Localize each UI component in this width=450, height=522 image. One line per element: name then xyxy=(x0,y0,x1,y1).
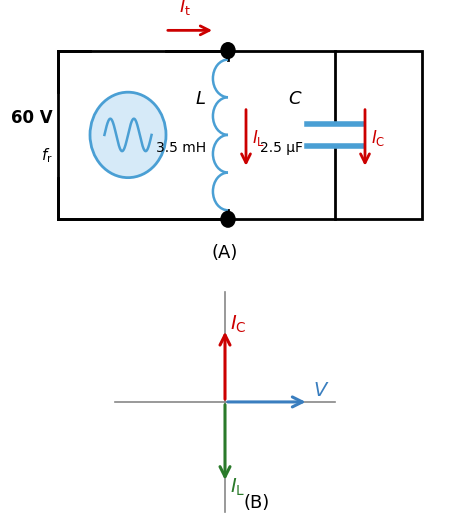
Text: 60 V: 60 V xyxy=(11,109,53,127)
Text: $L$: $L$ xyxy=(195,90,206,108)
Text: $f_\mathrm{r}$: $f_\mathrm{r}$ xyxy=(41,146,53,164)
Text: 3.5 mH: 3.5 mH xyxy=(156,141,206,156)
Text: $I_\mathrm{t}$: $I_\mathrm{t}$ xyxy=(179,0,191,17)
Text: $V$: $V$ xyxy=(313,381,329,400)
Text: $I_\mathrm{C}$: $I_\mathrm{C}$ xyxy=(371,128,385,148)
Text: $I_\mathrm{L}$: $I_\mathrm{L}$ xyxy=(230,477,245,497)
Text: 2.5 μF: 2.5 μF xyxy=(260,141,303,156)
Bar xyxy=(58,51,422,219)
Text: (B): (B) xyxy=(243,494,270,512)
Circle shape xyxy=(90,92,166,177)
Circle shape xyxy=(221,43,235,58)
Text: $I_\mathrm{L}$: $I_\mathrm{L}$ xyxy=(252,128,265,148)
Text: $I_\mathrm{C}$: $I_\mathrm{C}$ xyxy=(230,314,247,335)
Text: (A): (A) xyxy=(212,244,238,262)
Circle shape xyxy=(221,211,235,227)
Text: $C$: $C$ xyxy=(288,90,303,108)
